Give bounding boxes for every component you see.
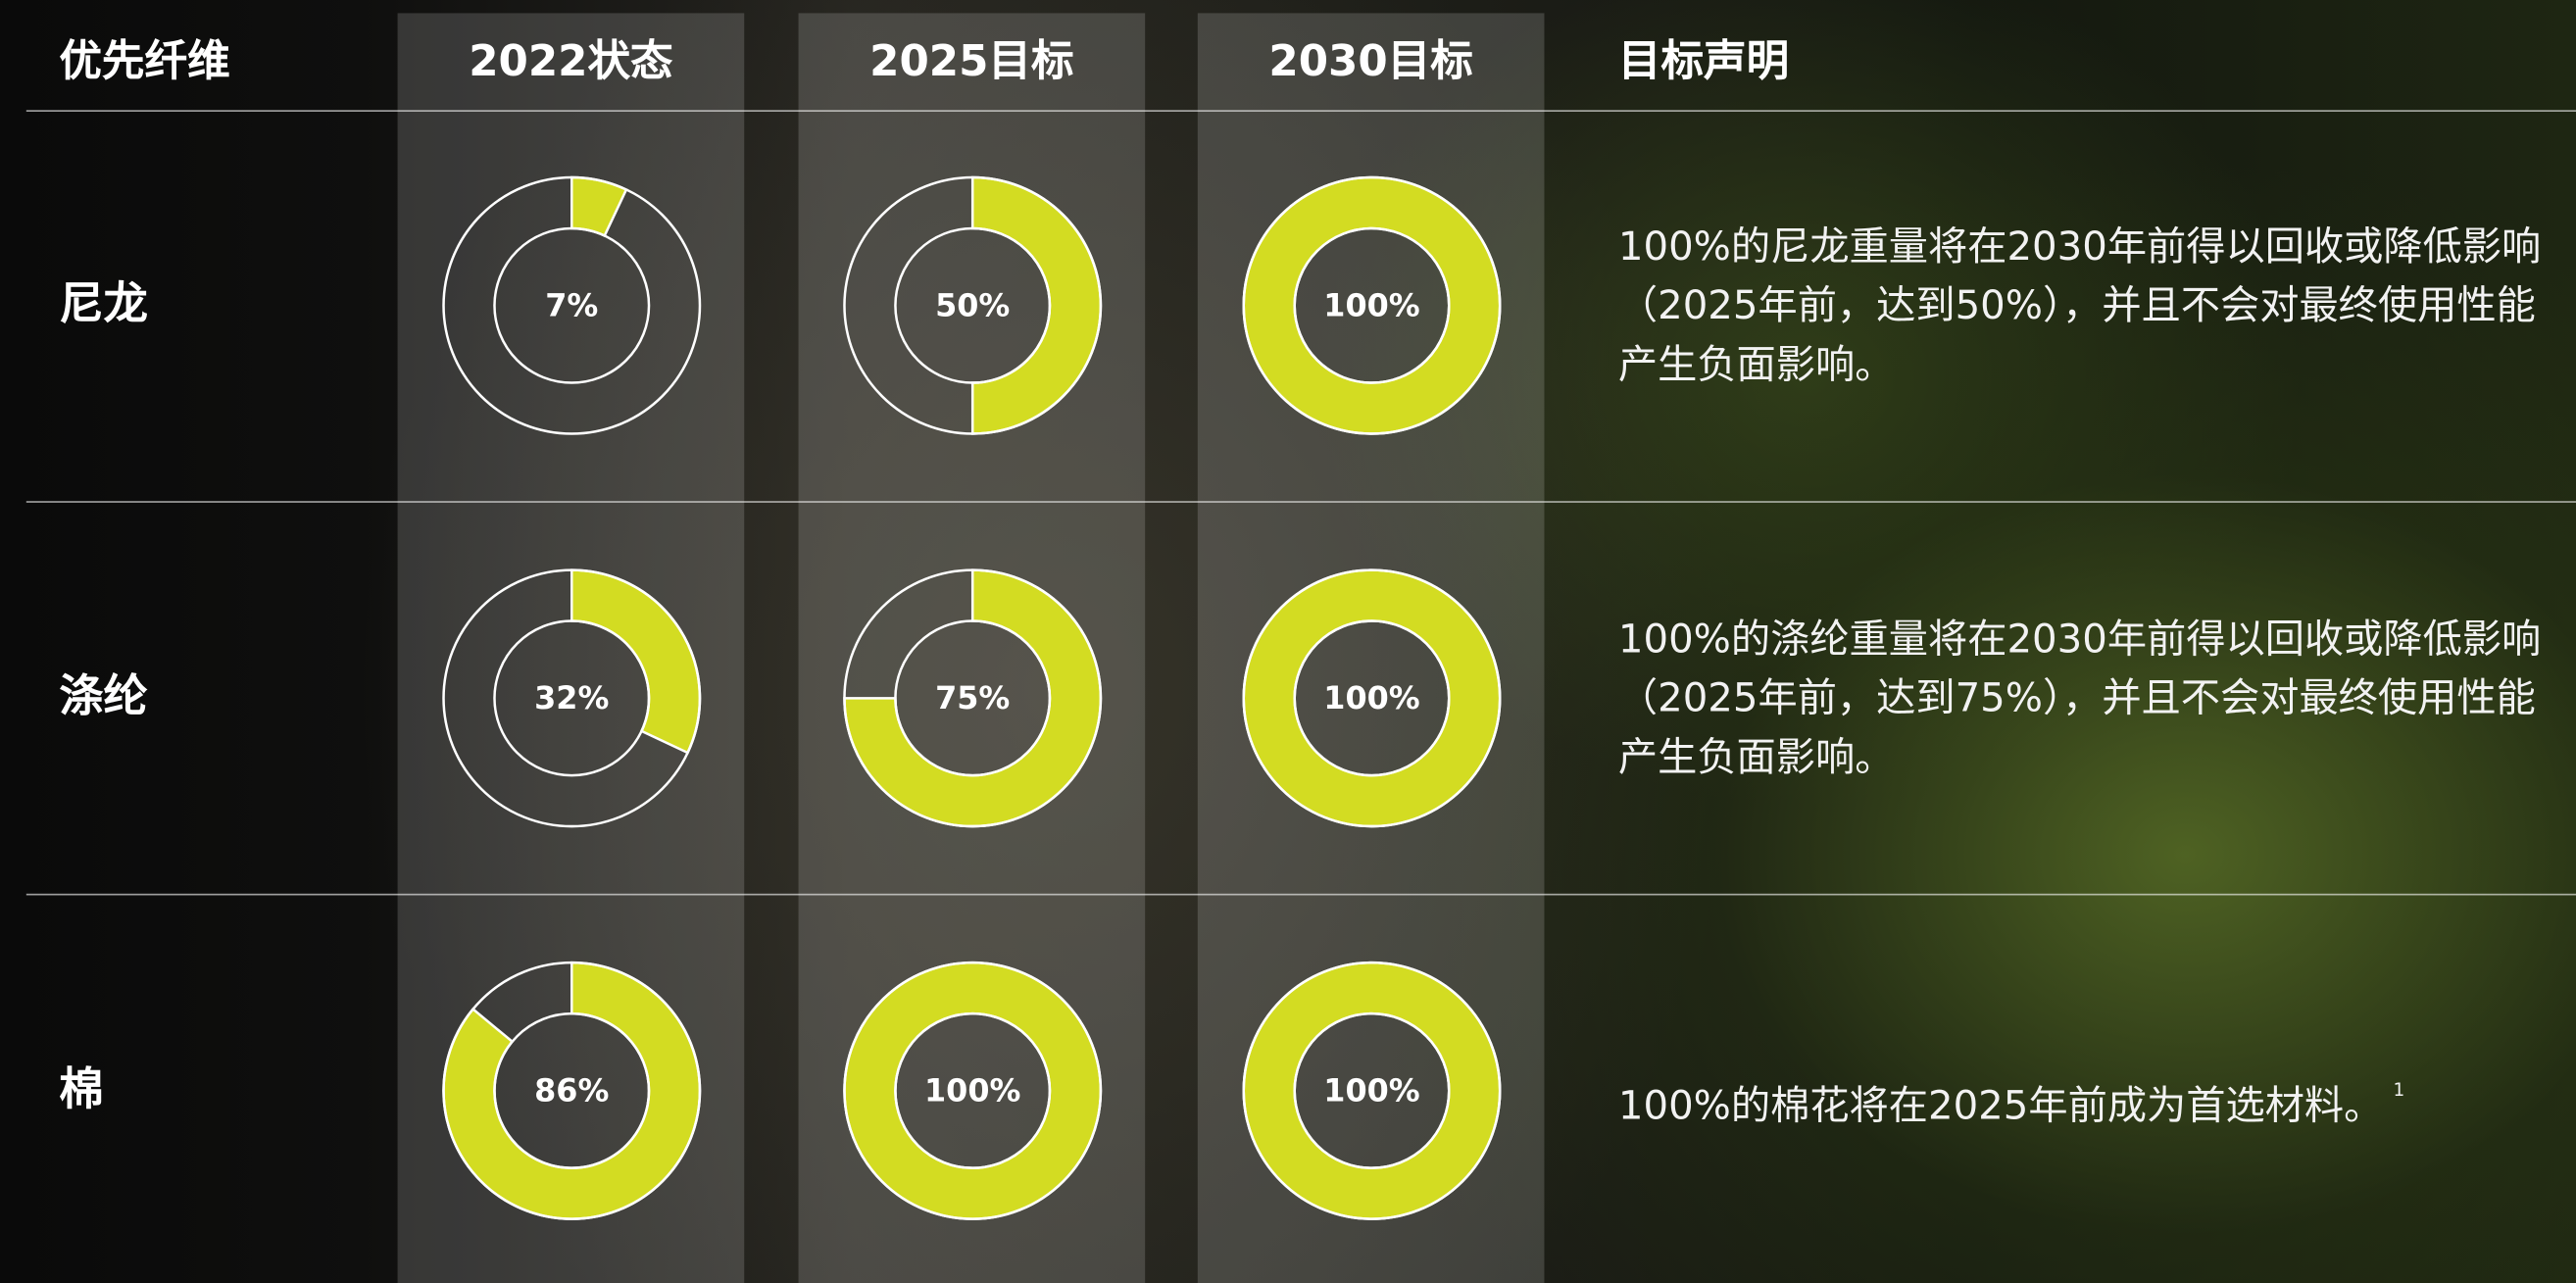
header-label: 2030目标 bbox=[1268, 37, 1473, 87]
donut: 32% bbox=[441, 568, 701, 828]
donut-label: 75% bbox=[934, 679, 1009, 716]
donut-label: 50% bbox=[934, 286, 1009, 323]
donut-label: 32% bbox=[533, 679, 608, 716]
donut-outline bbox=[441, 175, 701, 435]
donut: 100% bbox=[1241, 175, 1501, 435]
donut-label: 86% bbox=[533, 1072, 608, 1110]
header-label: 2025目标 bbox=[869, 37, 1074, 87]
donut-outline bbox=[842, 568, 1102, 828]
statement: 100%的棉花将在2025年前成为首选材料。 1 bbox=[1618, 1061, 2563, 1135]
statement: 100%的涤纶重量将在2030年前得以回收或降低影响（2025年前，达到75%）… bbox=[1618, 610, 2563, 787]
donut: 100% bbox=[842, 961, 1102, 1220]
donut-outline bbox=[1292, 619, 1450, 777]
donut: 75% bbox=[842, 568, 1102, 828]
donut-segment bbox=[570, 568, 701, 755]
donut: 86% bbox=[441, 961, 701, 1220]
donut-label: 100% bbox=[923, 1072, 1019, 1110]
header-label: 目标声明 bbox=[1617, 37, 1790, 87]
donut-label: 100% bbox=[1322, 1072, 1418, 1110]
donut: 100% bbox=[1241, 568, 1501, 828]
statement-text: 100%的涤纶重量将在2030年前得以回收或降低影响（2025年前，达到75%）… bbox=[1617, 616, 2542, 781]
donut-outline bbox=[842, 961, 1102, 1220]
statement: 100%的尼龙重量将在2030年前得以回收或降低影响（2025年前，达到50%）… bbox=[1618, 217, 2563, 394]
donut-outline bbox=[1292, 226, 1450, 384]
fiber-label: 尼龙 bbox=[59, 278, 148, 330]
header-label: 优先纤维 bbox=[59, 37, 230, 87]
donut-label: 100% bbox=[1322, 679, 1418, 716]
donut-label: 100% bbox=[1322, 286, 1418, 323]
donut: 100% bbox=[1241, 961, 1501, 1220]
donut-outline bbox=[893, 619, 1051, 777]
divider bbox=[25, 501, 2576, 503]
statement-text: 100%的尼龙重量将在2030年前得以回收或降低影响（2025年前，达到50%）… bbox=[1617, 222, 2542, 388]
fiber-label: 涤纶 bbox=[59, 671, 148, 723]
divider bbox=[25, 110, 2576, 112]
donut-outline bbox=[1292, 1012, 1450, 1169]
donut-outline bbox=[1241, 961, 1501, 1220]
donut-outline bbox=[1241, 175, 1501, 435]
donut-outline bbox=[893, 226, 1051, 384]
footnote: 1 bbox=[2393, 1079, 2405, 1101]
donut-outline bbox=[492, 619, 650, 777]
donut: 7% bbox=[441, 175, 701, 435]
donut: 50% bbox=[842, 175, 1102, 435]
donut-outline bbox=[441, 961, 701, 1220]
donut-outline bbox=[492, 1012, 650, 1169]
header-label: 2022状态 bbox=[469, 37, 673, 87]
donut-outline bbox=[441, 568, 701, 828]
divider bbox=[25, 893, 2576, 896]
donut-outline bbox=[492, 226, 650, 384]
statement-text: 100%的棉花将在2025年前成为首选材料。 bbox=[1617, 1082, 2384, 1129]
fiber-label: 棉 bbox=[59, 1064, 104, 1116]
donut-outline bbox=[1241, 568, 1501, 828]
donut-outline bbox=[893, 1012, 1051, 1169]
donut-label: 7% bbox=[544, 286, 597, 323]
donut-outline bbox=[842, 175, 1102, 435]
